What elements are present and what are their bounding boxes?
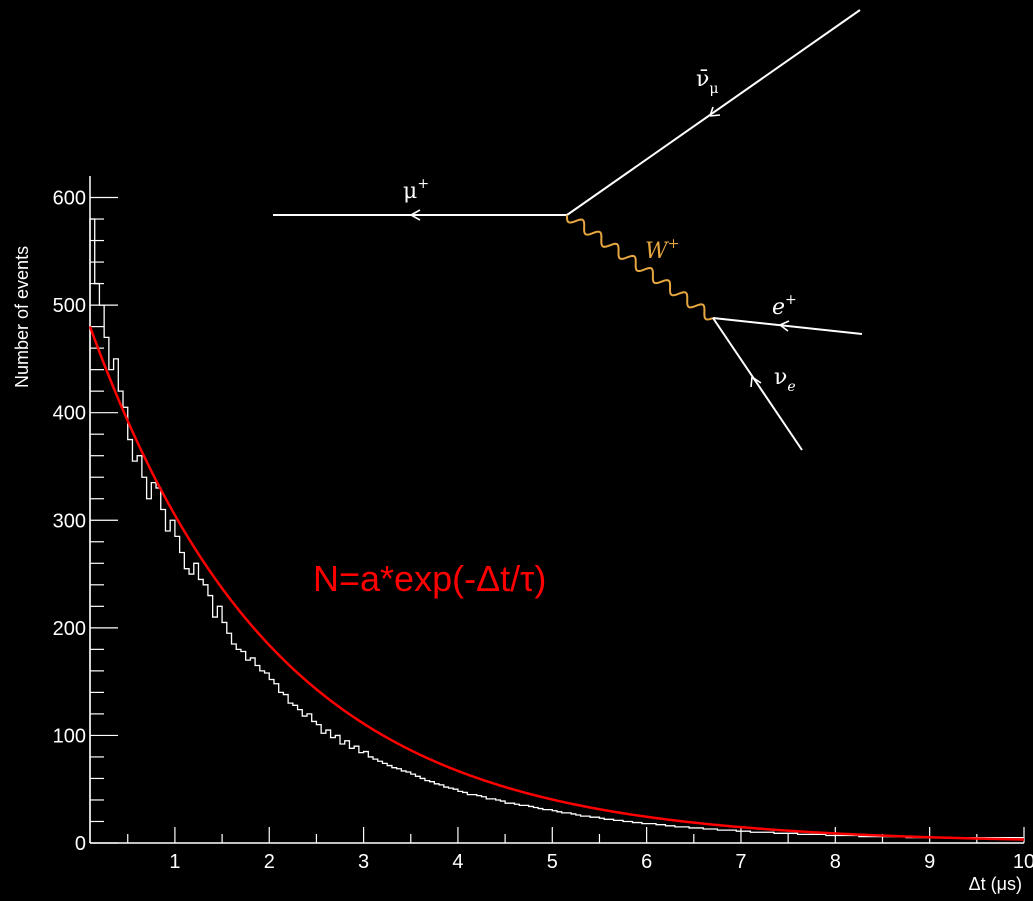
y-tick-label: 600 — [53, 188, 86, 210]
w-boson-label: W+ — [645, 236, 679, 264]
positron-label: e+ — [772, 292, 797, 320]
y-tick-label: 300 — [53, 510, 86, 532]
fit-curve — [88, 326, 1025, 841]
numubar-arrow-icon — [709, 106, 721, 117]
x-tick-label: 5 — [547, 851, 558, 873]
x-tick-label: 2 — [264, 851, 275, 873]
y-tick-label: 200 — [53, 618, 86, 640]
muon-label: μ+ — [403, 176, 429, 204]
y-tick-label: 400 — [53, 403, 86, 425]
nue-label: νe — [774, 365, 796, 395]
x-tick-label: 9 — [924, 851, 935, 873]
y-tick-label: 0 — [75, 833, 86, 855]
w-boson-line — [565, 214, 714, 321]
y-tick-labels: 0 100 200 300 400 500 600 — [53, 188, 86, 855]
nue-arrow-icon — [750, 376, 762, 388]
x-tick-label: 1 — [169, 851, 180, 873]
numubar-line — [566, 9, 861, 216]
x-tick-label: 7 — [735, 851, 746, 873]
axes: 1 2 3 4 5 6 7 8 9 10 0 100 200 300 400 500 600 — [53, 176, 1033, 873]
y-ticks — [90, 196, 118, 844]
x-tick-label: 6 — [641, 851, 652, 873]
x-tick-label: 3 — [358, 851, 369, 873]
y-tick-label: 100 — [53, 725, 86, 747]
x-tick-label: 4 — [452, 851, 463, 873]
numubar-label: ν̄μ — [696, 67, 718, 97]
x-tick-labels: 1 2 3 4 5 6 7 8 9 10 — [169, 851, 1033, 873]
histogram-series — [89, 218, 1024, 843]
x-tick-label: 8 — [830, 851, 841, 873]
muon-arrow-icon — [410, 209, 421, 221]
y-tick-label: 500 — [53, 295, 86, 317]
positron-arrow-icon — [779, 320, 790, 332]
feynman-diagram: μ+ ν̄μ W+ e+ νe — [273, 9, 863, 451]
positron-line — [712, 317, 863, 335]
x-axis-label: Δt (μs) — [969, 874, 1022, 894]
y-axis-label: Number of events — [12, 246, 32, 388]
fit-label: N=a*exp(-Δt/τ) — [313, 558, 546, 599]
x-tick-label: 10 — [1013, 851, 1033, 873]
nue-line — [712, 317, 803, 451]
